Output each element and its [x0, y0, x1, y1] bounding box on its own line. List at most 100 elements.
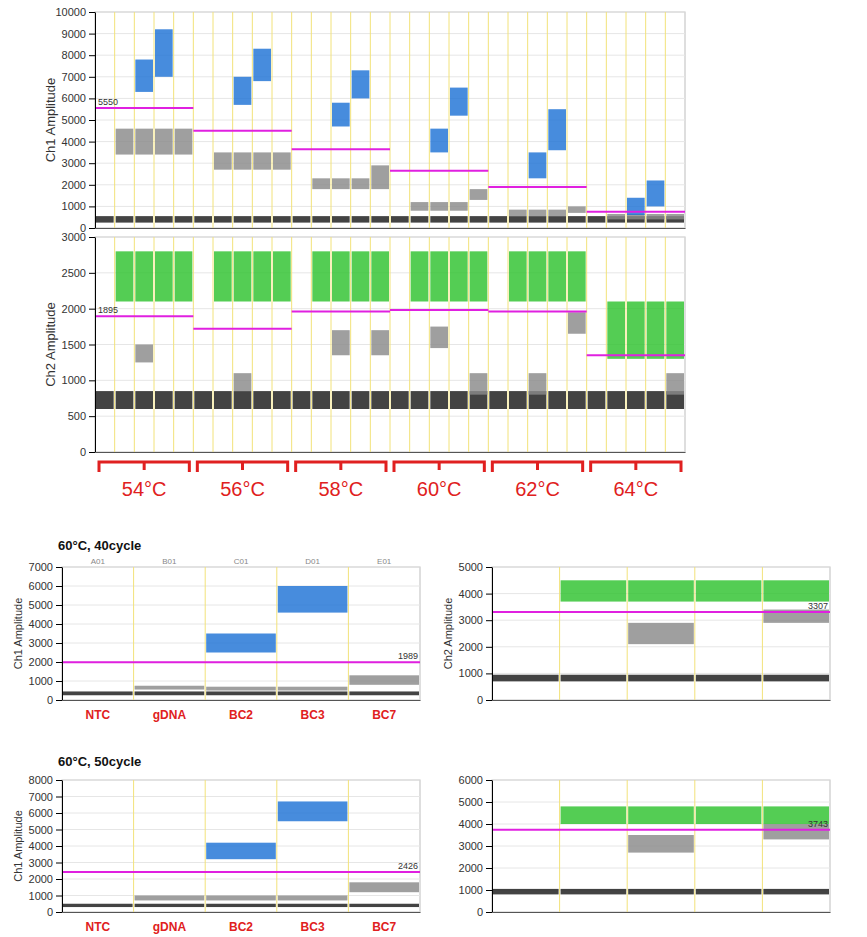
well-separator [429, 237, 430, 452]
x-axis-line [96, 228, 686, 229]
droplet-cluster [312, 178, 330, 189]
well-separator [252, 12, 253, 228]
well-separator [559, 567, 560, 700]
plot-area [492, 806, 830, 894]
droplet-cluster [273, 152, 291, 169]
grid [95, 237, 685, 452]
well-separator [276, 780, 277, 912]
y-tick: 2000 [29, 656, 62, 668]
y-tick-label: 5000 [459, 561, 483, 573]
well-separator [348, 780, 349, 912]
droplet-cluster [430, 251, 448, 301]
y-tick-mark [486, 868, 492, 869]
y-tick-label: 8000 [29, 774, 53, 786]
grid-line [492, 673, 830, 674]
well-separator [508, 12, 509, 228]
droplet-cluster [450, 251, 468, 301]
droplet-cluster [696, 580, 762, 601]
well-separator [232, 237, 233, 452]
y-tick: 2000 [29, 873, 62, 885]
droplet-cluster-group [96, 391, 684, 409]
well-separator [311, 237, 312, 452]
grid-line [62, 862, 420, 863]
well-separator [205, 780, 206, 912]
y-tick-label: 5000 [29, 599, 53, 611]
droplet-cluster [450, 391, 468, 409]
droplet-cluster-group [63, 691, 419, 695]
well-separator [665, 12, 666, 228]
x-tick-label: BC2 [229, 708, 253, 722]
well-separator [213, 237, 214, 452]
plot-frame [62, 780, 420, 912]
y-tick-label: 10000 [55, 6, 86, 18]
droplet-cluster [352, 216, 370, 222]
well-separator [272, 12, 273, 228]
droplet-cluster [214, 391, 232, 409]
droplet-cluster [430, 129, 448, 153]
droplet-cluster [548, 391, 566, 409]
y-tick-mark [486, 912, 492, 913]
y-tick: 3000 [459, 614, 492, 626]
y-tick-label: 2000 [459, 862, 483, 874]
well-separator [762, 567, 763, 700]
grid [95, 12, 685, 228]
y-tick-mark [56, 624, 62, 625]
y-tick-label: 4000 [459, 818, 483, 830]
well-separator [762, 780, 763, 912]
grid-line [62, 624, 420, 625]
y-tick: 4000 [459, 588, 492, 600]
droplet-cluster [234, 152, 252, 169]
threshold-label: 1989 [398, 651, 418, 661]
group-label: 56°C [220, 478, 265, 500]
well-separator [291, 237, 292, 452]
well-id: B01 [162, 557, 177, 566]
well-separator [645, 12, 646, 228]
droplet-cluster [293, 391, 311, 409]
droplet-cluster [155, 29, 173, 77]
y-tick-label: 5000 [62, 114, 86, 126]
droplet-cluster [371, 165, 389, 189]
grid-line [62, 567, 420, 568]
x-axis-line [63, 912, 421, 913]
droplet-cluster [371, 330, 389, 355]
y-tick-label: 2000 [62, 179, 86, 191]
y-tick: 4000 [62, 136, 95, 148]
droplet-cluster-group [116, 129, 684, 220]
droplet-cluster [628, 580, 694, 601]
well-separator [468, 237, 469, 452]
y-tick-mark [56, 846, 62, 847]
threshold-line [292, 311, 390, 313]
y-axis-title: Ch1 Amplitude [12, 598, 24, 670]
y-tick-label: 0 [47, 694, 53, 706]
well-separator [586, 237, 587, 452]
thresholds [62, 662, 420, 663]
y-axis-title: Ch2 Amplitude [442, 598, 454, 670]
well-separator [606, 12, 607, 228]
y-tick: 5000 [459, 561, 492, 573]
x-axis-line [493, 700, 831, 701]
y-tick-mark [486, 846, 492, 847]
droplet-cluster [63, 691, 133, 695]
y-axis: 01000200030004000500060007000 [29, 561, 63, 706]
y-tick-label: 6000 [29, 807, 53, 819]
y-tick-label: 4000 [29, 618, 53, 630]
threshold-line [488, 311, 586, 313]
y-tick: 1000 [29, 675, 62, 687]
droplet-cluster [509, 391, 527, 409]
well-separators [560, 780, 763, 912]
x-tick: BC7 [372, 700, 396, 722]
y-tick-mark [56, 863, 62, 864]
grid-line [62, 605, 420, 606]
y-tick: 3000 [29, 857, 62, 869]
x-axis [493, 700, 831, 702]
droplet-cluster [206, 843, 276, 860]
droplet-cluster [588, 216, 606, 222]
y-tick-label: 1000 [29, 675, 53, 687]
y-tick-mark [89, 34, 95, 35]
droplet-cluster [529, 216, 547, 222]
droplet-cluster [548, 109, 566, 150]
threshold-line [62, 661, 420, 663]
well-separator [449, 237, 450, 452]
x-axis-line [96, 452, 686, 453]
threshold-label: 3743 [808, 819, 828, 829]
